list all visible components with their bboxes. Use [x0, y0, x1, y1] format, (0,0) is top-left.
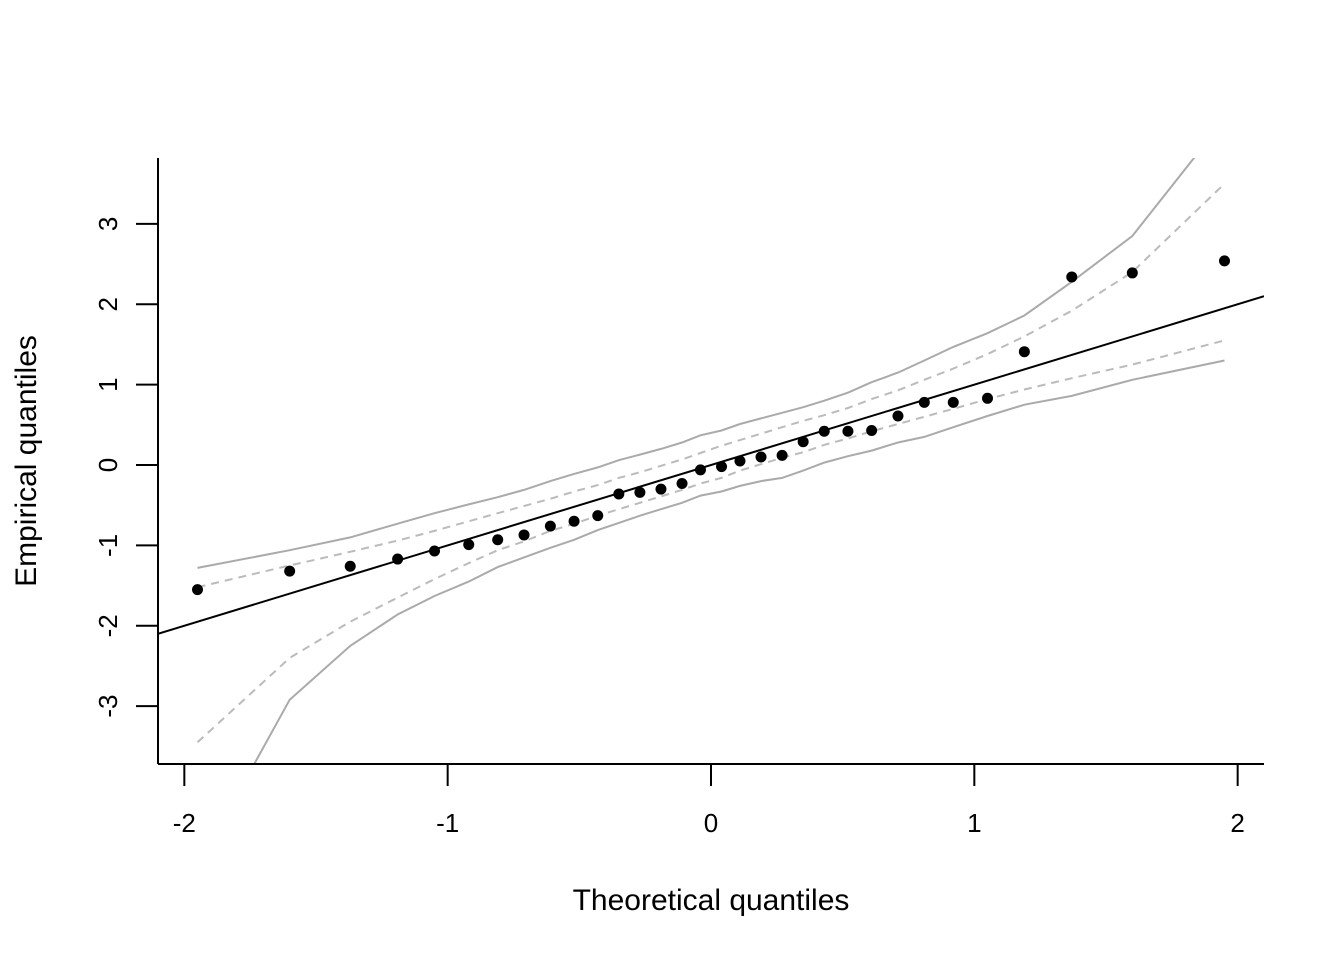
data-point: [568, 515, 580, 527]
y-tick-label: -2: [93, 614, 123, 637]
data-point: [1066, 271, 1078, 283]
data-point: [918, 396, 930, 408]
x-tick-label: -2: [173, 808, 196, 838]
reference-line: [158, 295, 1264, 635]
data-point: [755, 451, 767, 463]
data-point: [1219, 255, 1230, 267]
data-point: [429, 545, 440, 557]
data-point: [676, 478, 688, 490]
data-point: [634, 486, 646, 498]
data-point: [613, 488, 625, 500]
data-point: [655, 483, 667, 495]
data-point: [982, 392, 993, 404]
x-tick-label: -1: [436, 808, 459, 838]
data-point: [1018, 346, 1030, 358]
axes: [157, 158, 1264, 765]
y-axis-title: Empirical quantiles: [10, 335, 43, 587]
x-axis-title: Theoretical quantiles: [573, 884, 850, 917]
data-point: [734, 455, 746, 467]
y-tick-label: 2: [93, 297, 123, 311]
data-point: [344, 560, 356, 572]
x-tick-label: 2: [1230, 808, 1244, 838]
confidence-envelope: [196, 158, 1226, 764]
data-point: [463, 539, 475, 551]
envelope-outer-lower-line: [253, 359, 1225, 764]
x-tick-label: 0: [704, 808, 718, 838]
data-point: [492, 534, 504, 546]
data-point: [818, 425, 830, 437]
data-point: [694, 464, 706, 476]
y-tick-label: 0: [93, 458, 123, 472]
data-point: [1126, 267, 1138, 279]
envelope-outer-upper-line: [197, 158, 1196, 569]
y-ticks: -3 -2 -1 0 1 2 3: [93, 217, 158, 718]
y-tick-label: -1: [93, 534, 123, 557]
data-point: [776, 449, 788, 461]
data-point: [892, 410, 904, 422]
data-points: [192, 255, 1230, 596]
data-point: [797, 436, 809, 448]
data-point: [192, 584, 203, 596]
data-point: [544, 520, 556, 532]
data-point: [518, 529, 530, 541]
data-point: [592, 510, 604, 522]
x-ticks: -2 -1 0 1 2: [173, 764, 1245, 838]
data-point: [392, 553, 404, 565]
envelope-inner-lower-line: [196, 339, 1225, 744]
data-point: [866, 424, 878, 436]
envelope-inner-upper-line: [197, 182, 1226, 589]
data-point: [716, 461, 728, 473]
data-point: [842, 425, 854, 437]
reference-line-group: [158, 295, 1264, 635]
data-point: [947, 396, 959, 408]
y-tick-label: 1: [93, 377, 123, 391]
y-tick-label: -3: [93, 695, 123, 718]
data-point: [284, 565, 296, 577]
y-tick-label: 3: [93, 217, 123, 231]
x-tick-label: 1: [967, 808, 981, 838]
